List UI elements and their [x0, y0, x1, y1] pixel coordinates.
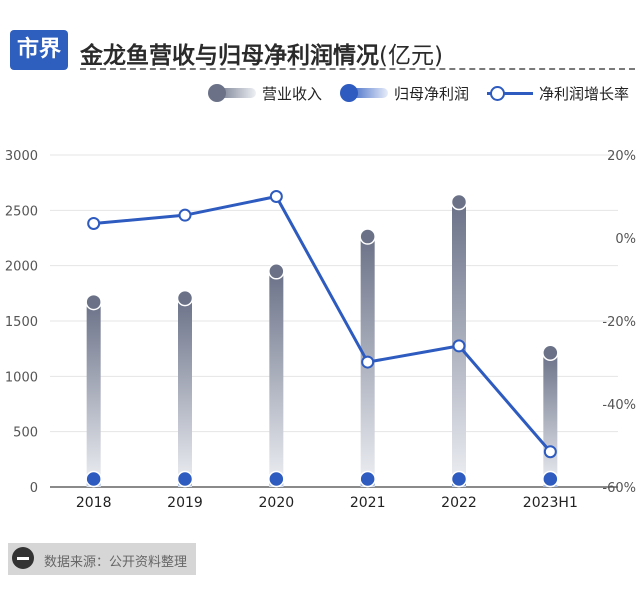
net-profit-bar-cap: [542, 470, 559, 488]
revenue-bar: [86, 302, 101, 487]
right-axis-tick-label: -60%: [602, 481, 636, 496]
legend-item-net-profit: 归母净利润: [340, 83, 469, 104]
growth-point: [452, 339, 466, 353]
legend-growth-label: 净利润增长率: [539, 84, 630, 103]
legend-item-growth: 净利润增长率: [487, 83, 629, 104]
legend-net-profit-label: 归母净利润: [394, 84, 470, 103]
x-axis-category-label: 2018: [76, 495, 112, 511]
revenue-bar-cap: [85, 293, 102, 311]
chart-title: 金龙鱼营收与归母净利润情况(亿元): [80, 36, 443, 70]
net-profit-bar-cap: [359, 470, 376, 488]
left-axis-tick-label: 2000: [5, 260, 38, 275]
left-axis-tick-label: 1000: [5, 370, 38, 385]
legend-growth-swatch: [487, 86, 534, 101]
revenue-bar-cap: [450, 193, 468, 211]
growth-point: [269, 190, 283, 203]
chart-legend: 营业收入 归母净利润 净利润增长率: [190, 82, 629, 104]
minus-circle-icon: [12, 547, 34, 569]
header-divider: [80, 68, 635, 70]
right-axis-tick-label: -20%: [602, 315, 636, 330]
legend-net-profit-swatch: [340, 84, 389, 102]
source-text: 数据来源：公开资料整理: [44, 555, 188, 570]
x-axis-category-label: 2020: [259, 495, 295, 511]
revenue-bar: [543, 352, 558, 487]
revenue-bar: [269, 271, 284, 487]
revenue-bar-cap: [176, 289, 194, 307]
growth-line: [93, 195, 552, 453]
growth-point: [178, 208, 192, 222]
chart-plot: 0 500 1000 1500 2000 2500 3000 -60% -40% -20% 0% 20…: [5, 149, 636, 511]
growth-point: [361, 355, 375, 369]
x-axis-category-label: 2019: [167, 495, 203, 511]
chart-title-text: 金龙鱼营收与归母净利润情况: [80, 43, 379, 69]
source-note: 数据来源：公开资料整理: [8, 543, 196, 575]
header: 市界 金龙鱼营收与归母净利润情况(亿元): [0, 0, 640, 70]
net-profit-bar-cap: [176, 470, 194, 488]
legend-item-revenue: 营业收入: [208, 83, 322, 104]
revenue-bar: [178, 298, 192, 487]
right-axis-tick-label: -40%: [602, 398, 636, 413]
growth-point: [87, 216, 101, 230]
net-profit-bar-cap: [450, 470, 468, 488]
left-axis-tick-label: 1500: [5, 315, 38, 330]
left-axis-tick-label: 2500: [5, 204, 38, 219]
right-axis-tick-label: 20%: [607, 149, 636, 164]
x-axis-category-label: 2023H1: [523, 495, 578, 511]
revenue-bar-cap: [268, 263, 285, 280]
brand-logo: 市界: [10, 30, 68, 70]
left-axis-tick-label: 500: [13, 426, 38, 441]
net-profit-bar-cap: [85, 470, 102, 488]
revenue-bar-cap: [542, 344, 559, 362]
revenue-bar-cap: [359, 228, 376, 245]
x-axis-category-label: 2021: [350, 495, 386, 511]
right-axis-tick-label: 0%: [615, 232, 636, 247]
growth-point: [543, 445, 557, 459]
net-profit-bar-cap: [268, 470, 285, 488]
chart-title-unit: (亿元): [379, 43, 443, 69]
legend-revenue-label: 营业收入: [262, 84, 323, 103]
legend-revenue-swatch: [208, 84, 256, 102]
left-axis-tick-label: 0: [30, 481, 38, 496]
left-axis-tick-label: 3000: [5, 149, 38, 164]
x-axis-category-label: 2022: [441, 495, 477, 511]
